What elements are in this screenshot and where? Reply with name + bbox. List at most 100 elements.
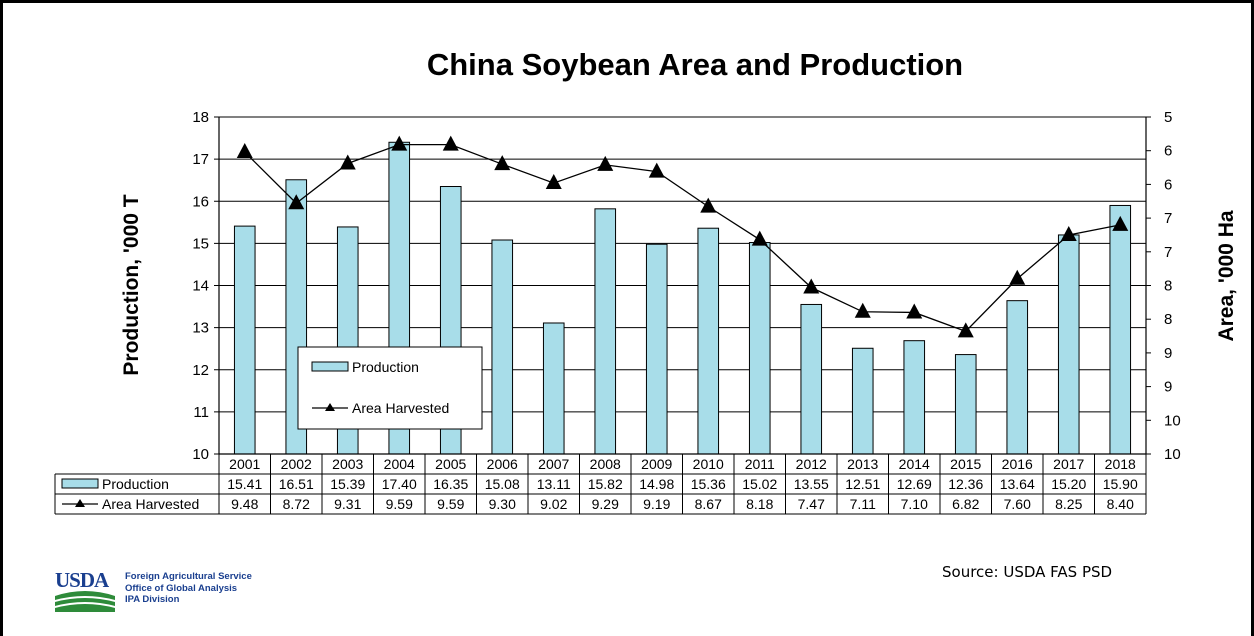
line-point	[288, 194, 305, 210]
x-tick-label: 2016	[1002, 456, 1033, 472]
table-swatch-triangle	[75, 499, 85, 507]
x-tick-label: 2007	[538, 456, 569, 472]
x-tick-label: 2006	[487, 456, 518, 472]
bar	[697, 227, 720, 455]
y-tick-label: 15	[192, 235, 209, 252]
table-cell-production: 15.02	[742, 476, 777, 492]
table-cell-area: 8.67	[695, 496, 722, 512]
bar	[1057, 234, 1080, 455]
line-point	[957, 322, 974, 338]
table-cell-area: 9.19	[643, 496, 670, 512]
agency-text: Foreign Agricultural Service Office of G…	[125, 571, 252, 606]
table-rowhead-area: Area Harvested	[102, 496, 199, 512]
bar	[491, 239, 514, 455]
table-cell-production: 16.51	[279, 476, 314, 492]
table-cell-area: 8.40	[1107, 496, 1134, 512]
table-cell-production: 13.11	[537, 476, 571, 492]
y2-tick-label: 10	[1164, 412, 1181, 429]
line-point	[442, 135, 459, 151]
y-tick-label: 14	[192, 278, 209, 295]
line-point	[391, 135, 408, 151]
bar	[645, 243, 668, 455]
table-cell-production: 12.36	[948, 476, 983, 492]
table-cell-production: 12.51	[845, 476, 880, 492]
y-tick-label: 11	[193, 404, 209, 421]
x-tick-label: 2002	[281, 456, 312, 472]
table-cell-area: 8.18	[746, 496, 773, 512]
y2-tick-label: 7	[1164, 244, 1172, 261]
y2-tick-label: 10	[1164, 446, 1181, 463]
usda-logo-text: USDA	[55, 568, 109, 592]
table-cell-area: 9.59	[437, 496, 464, 512]
table-cell-production: 16.35	[433, 476, 468, 492]
y-tick-label: 12	[192, 362, 209, 379]
source-note: Source: USDA FAS PSD	[942, 563, 1113, 581]
table-cell-area: 9.30	[489, 496, 516, 512]
x-tick-label: 2004	[384, 456, 415, 472]
legend-label-area-harvested: Area Harvested	[352, 400, 449, 416]
table-cell-production: 17.40	[382, 476, 417, 492]
y2-tick-label: 7	[1164, 210, 1172, 227]
table-cell-production: 13.55	[794, 476, 829, 492]
line-point	[494, 155, 511, 171]
bar	[903, 340, 926, 455]
bar	[594, 208, 617, 455]
bar	[1006, 300, 1029, 455]
y-tick-label: 18	[192, 109, 209, 126]
table-cell-production: 15.82	[588, 476, 623, 492]
bar	[851, 347, 874, 455]
x-tick-label: 2005	[435, 456, 466, 472]
bar	[233, 225, 256, 455]
table-cell-production: 13.64	[1000, 476, 1035, 492]
table-cell-area: 9.59	[386, 496, 413, 512]
line-point	[803, 278, 820, 294]
table-cell-area: 9.29	[592, 496, 619, 512]
legend-box	[297, 346, 483, 430]
table-cell-production: 14.98	[639, 476, 674, 492]
table-cell-production: 15.08	[485, 476, 520, 492]
table-cell-area: 6.82	[952, 496, 979, 512]
line-point	[700, 197, 717, 213]
table-cell-production: 15.41	[227, 476, 262, 492]
x-tick-label: 2011	[745, 456, 775, 472]
line-point	[597, 155, 614, 171]
table-cell-production: 15.20	[1051, 476, 1086, 492]
y2-tick-label: 8	[1164, 278, 1172, 295]
x-tick-label: 2010	[693, 456, 724, 472]
x-tick-label: 2014	[899, 456, 930, 472]
line-point	[854, 302, 871, 318]
table-cell-area: 9.02	[540, 496, 567, 512]
x-tick-label: 2018	[1105, 456, 1136, 472]
data-table: 2001 15.41 9.48 2002 16.51 8.72 2003 15.39 9.31 2…	[54, 453, 1147, 515]
table-cell-area: 9.31	[334, 496, 361, 512]
usda-logo: USDA Foreign Agricultural Service Office…	[55, 568, 295, 618]
bar	[542, 322, 565, 455]
y-tick-label: 13	[192, 320, 209, 337]
table-cell-area: 9.48	[231, 496, 258, 512]
table-rowhead-production: Production	[102, 476, 169, 492]
x-tick-label: 2009	[641, 456, 672, 472]
agency-line-3: IPA Division	[125, 594, 180, 605]
legend-bar-swatch	[311, 361, 349, 372]
table-cell-area: 7.47	[798, 496, 825, 512]
y2-tick-label: 6	[1164, 143, 1172, 160]
table-cell-production: 15.39	[330, 476, 365, 492]
bar	[1109, 204, 1132, 455]
y2-tick-label: 9	[1164, 379, 1172, 396]
bar	[800, 303, 823, 455]
line-point	[236, 143, 253, 159]
y-tick-label: 10	[192, 446, 209, 463]
axes: 10 11 12 13 14 15 16 17 18 5 6 6 7 7 8 8 9 9 10 10	[192, 109, 1180, 463]
line-series-area-harvested	[236, 135, 1129, 338]
table-cell-area: 7.11	[850, 496, 876, 512]
y2-tick-label: 8	[1164, 311, 1172, 328]
line-point	[1009, 269, 1026, 285]
y2-tick-label: 6	[1164, 176, 1172, 193]
y2-tick-label: 9	[1164, 345, 1172, 362]
table-swatch-production	[61, 478, 99, 489]
table-cell-area: 8.25	[1055, 496, 1082, 512]
agency-line-1: Foreign Agricultural Service	[125, 571, 252, 582]
y2-axis-label: Area, '000 Ha	[1215, 210, 1238, 341]
table-cell-production: 15.36	[691, 476, 726, 492]
